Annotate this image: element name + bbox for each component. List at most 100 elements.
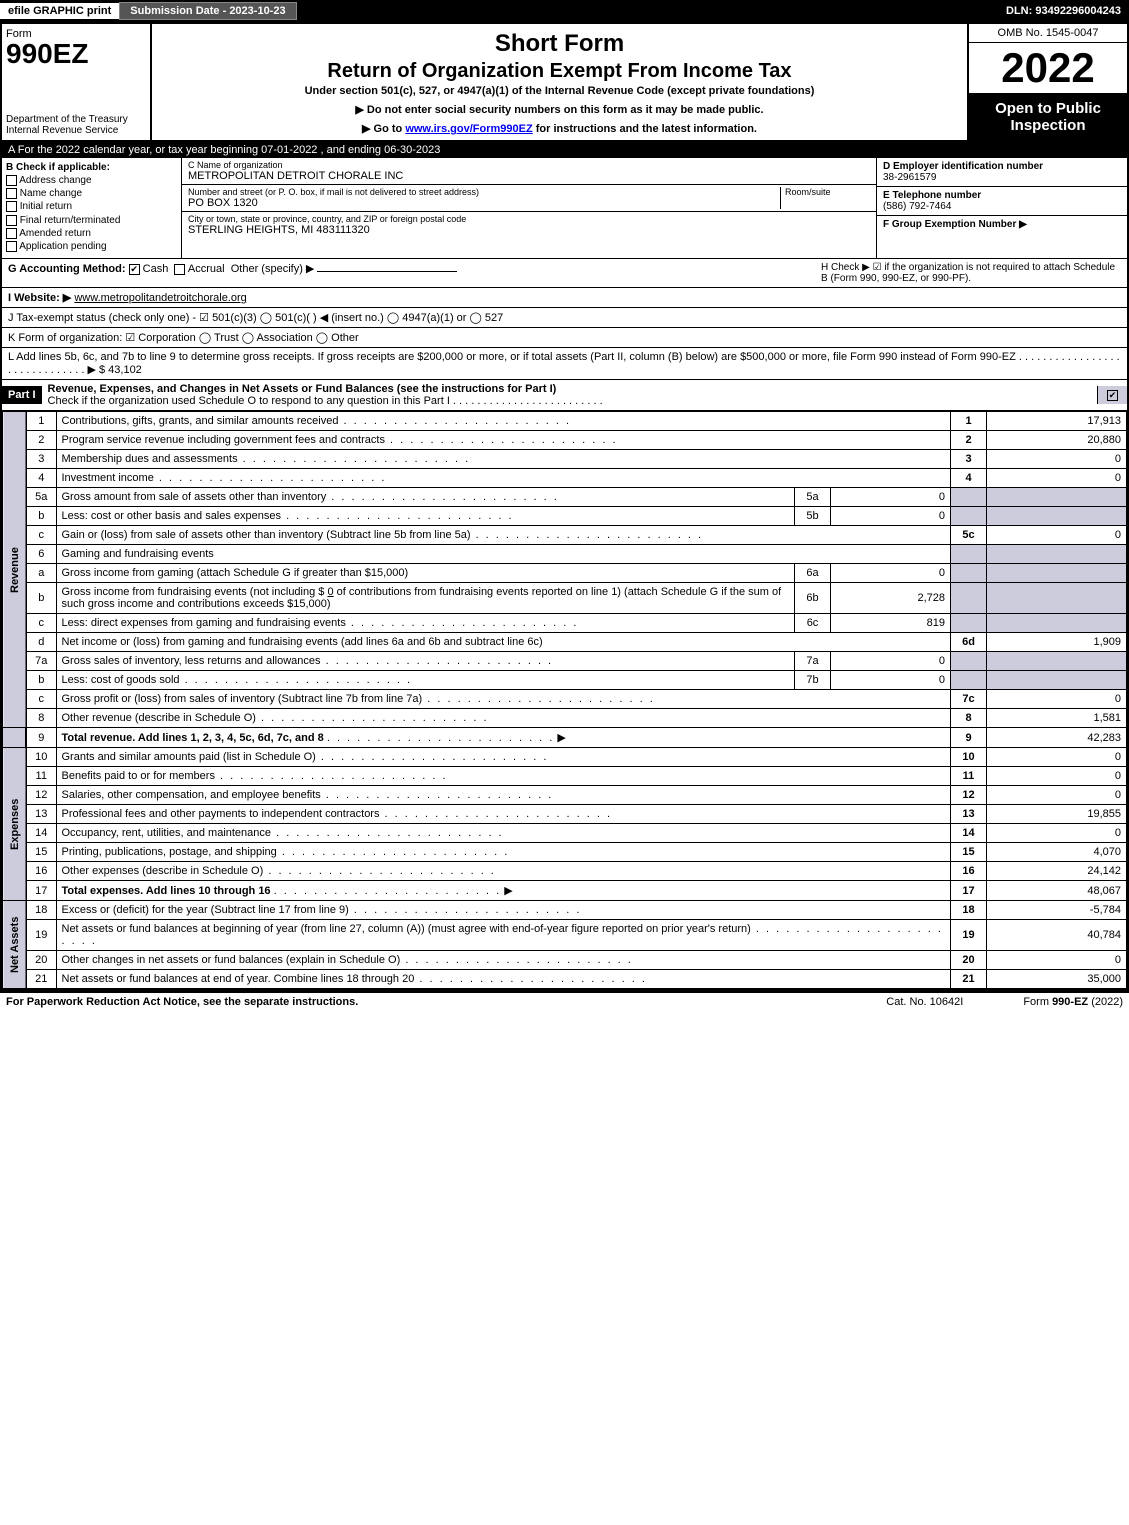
footer-left: For Paperwork Reduction Act Notice, see …: [6, 996, 358, 1008]
shade-6a: [951, 564, 987, 583]
section-c: C Name of organization METROPOLITAN DETR…: [182, 158, 877, 258]
ln-7a-text: Gross sales of inventory, less returns a…: [62, 655, 554, 667]
omb-number: OMB No. 1545-0047: [969, 24, 1127, 43]
row-g-label: G Accounting Method:: [8, 263, 126, 275]
title-return: Return of Organization Exempt From Incom…: [156, 60, 963, 83]
ln-20-text: Other changes in net assets or fund bala…: [62, 954, 633, 966]
part1-checkbox[interactable]: [1097, 386, 1127, 404]
ln-7b-text: Less: cost of goods sold: [62, 674, 413, 686]
chk-address-change[interactable]: Address change: [6, 175, 177, 186]
ln-17: 17: [26, 881, 56, 901]
ln-15-num: 15: [951, 843, 987, 862]
shade-7b: [951, 671, 987, 690]
city: STERLING HEIGHTS, MI 483111320: [188, 224, 870, 236]
ln-3-val: 0: [987, 450, 1127, 469]
ln-7b-sn: 7b: [795, 671, 831, 690]
ln-11: 11: [26, 767, 56, 786]
ln-7c-num: 7c: [951, 690, 987, 709]
irs-link[interactable]: www.irs.gov/Form990EZ: [405, 123, 532, 135]
note-url-post: for instructions and the latest informat…: [533, 123, 757, 135]
submission-date: Submission Date - 2023-10-23: [119, 2, 296, 20]
side-expenses: Expenses: [3, 748, 27, 901]
website-value[interactable]: www.metropolitandetroitchorale.org: [74, 292, 246, 304]
ln-11-val: 0: [987, 767, 1127, 786]
ln-6d-val: 1,909: [987, 633, 1127, 652]
form-header: Form 990EZ Department of the Treasury In…: [2, 24, 1127, 142]
page-footer: For Paperwork Reduction Act Notice, see …: [0, 991, 1129, 1011]
efile-label[interactable]: efile GRAPHIC print: [0, 3, 119, 19]
header-right: OMB No. 1545-0047 2022 Open to Public In…: [967, 24, 1127, 140]
note-url: ▶ Go to www.irs.gov/Form990EZ for instru…: [156, 122, 963, 135]
ln-5c-val: 0: [987, 526, 1127, 545]
ln-6: 6: [26, 545, 56, 564]
chk-application-pending[interactable]: Application pending: [6, 241, 177, 252]
ln-18-num: 18: [951, 901, 987, 920]
ln-4-text: Investment income: [62, 472, 387, 484]
other-specify-input[interactable]: [317, 271, 457, 272]
ln-6a-sv: 0: [831, 564, 951, 583]
row-a-tax-year: A For the 2022 calendar year, or tax yea…: [2, 142, 1127, 158]
ln-14-val: 0: [987, 824, 1127, 843]
part1-title: Revenue, Expenses, and Changes in Net As…: [42, 380, 1097, 410]
ln-13-text: Professional fees and other payments to …: [62, 808, 613, 820]
chk-final-return[interactable]: Final return/terminated: [6, 215, 177, 226]
part1-label: Part I: [2, 386, 42, 404]
ln-11-text: Benefits paid to or for members: [62, 770, 448, 782]
ln-5a-text: Gross amount from sale of assets other t…: [62, 491, 559, 503]
shade-6c: [951, 614, 987, 633]
ln-15-text: Printing, publications, postage, and shi…: [62, 846, 510, 858]
row-j: J Tax-exempt status (check only one) - ☑…: [2, 308, 1127, 328]
chk-amended-return[interactable]: Amended return: [6, 228, 177, 239]
shade-6a-v: [987, 564, 1127, 583]
ln-6b-sn: 6b: [795, 583, 831, 614]
footer-right: Form 990-EZ (2022): [1023, 996, 1123, 1008]
ln-8-num: 8: [951, 709, 987, 728]
top-bar: efile GRAPHIC print Submission Date - 20…: [0, 0, 1129, 22]
row-h: H Check ▶ ☑ if the organization is not r…: [821, 262, 1121, 284]
ln-10: 10: [26, 748, 56, 767]
header-mid: Short Form Return of Organization Exempt…: [152, 24, 967, 140]
accrual-label: Accrual: [188, 263, 225, 275]
shade-6b: [951, 583, 987, 614]
ln-5b-sn: 5b: [795, 507, 831, 526]
row-l-value: 43,102: [108, 364, 142, 376]
chk-cash[interactable]: [129, 264, 140, 275]
shade-6: [951, 545, 987, 564]
chk-initial-return[interactable]: Initial return: [6, 201, 177, 212]
ln-12: 12: [26, 786, 56, 805]
chk-accrual[interactable]: [174, 264, 185, 275]
ln-3-text: Membership dues and assessments: [62, 453, 471, 465]
ln-6c: c: [26, 614, 56, 633]
ln-9-val: 42,283: [987, 728, 1127, 748]
chk-name-change[interactable]: Name change: [6, 188, 177, 199]
ln-6a-sn: 6a: [795, 564, 831, 583]
ln-7c: c: [26, 690, 56, 709]
ln-20-val: 0: [987, 951, 1127, 970]
ln-21: 21: [26, 970, 56, 989]
ln-13: 13: [26, 805, 56, 824]
ln-6d-num: 6d: [951, 633, 987, 652]
ln-5a-sn: 5a: [795, 488, 831, 507]
part1-header-row: Part I Revenue, Expenses, and Changes in…: [2, 380, 1127, 411]
ln-17-val: 48,067: [987, 881, 1127, 901]
row-g-h: G Accounting Method: Cash Accrual Other …: [2, 259, 1127, 288]
lines-table: Revenue 1 Contributions, gifts, grants, …: [2, 411, 1127, 989]
ln-6c-sn: 6c: [795, 614, 831, 633]
section-b-title: B Check if applicable:: [6, 162, 177, 173]
ln-13-num: 13: [951, 805, 987, 824]
ln-9-num: 9: [951, 728, 987, 748]
row-l-text: L Add lines 5b, 6c, and 7b to line 9 to …: [8, 351, 1120, 376]
ln-9-text: Total revenue. Add lines 1, 2, 3, 4, 5c,…: [62, 732, 324, 744]
note-url-pre: ▶ Go to: [362, 123, 405, 135]
shade-7a: [951, 652, 987, 671]
ln-6d: d: [26, 633, 56, 652]
ln-2: 2: [26, 431, 56, 450]
side-net-assets: Net Assets: [3, 901, 27, 989]
cash-label: Cash: [143, 263, 169, 275]
ln-6c-sv: 819: [831, 614, 951, 633]
ln-5a: 5a: [26, 488, 56, 507]
ln-14: 14: [26, 824, 56, 843]
shade-7a-v: [987, 652, 1127, 671]
ln-6b-text: Gross income from fundraising events (no…: [56, 583, 795, 614]
dln: DLN: 93492296004243: [1006, 5, 1129, 17]
